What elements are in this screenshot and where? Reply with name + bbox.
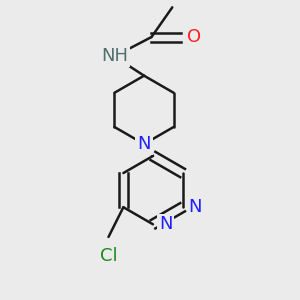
Text: N: N	[159, 215, 172, 233]
Text: N: N	[188, 198, 202, 216]
Text: NH: NH	[101, 47, 128, 65]
Text: O: O	[187, 28, 201, 46]
Text: N: N	[137, 135, 151, 153]
Text: Cl: Cl	[100, 247, 117, 265]
